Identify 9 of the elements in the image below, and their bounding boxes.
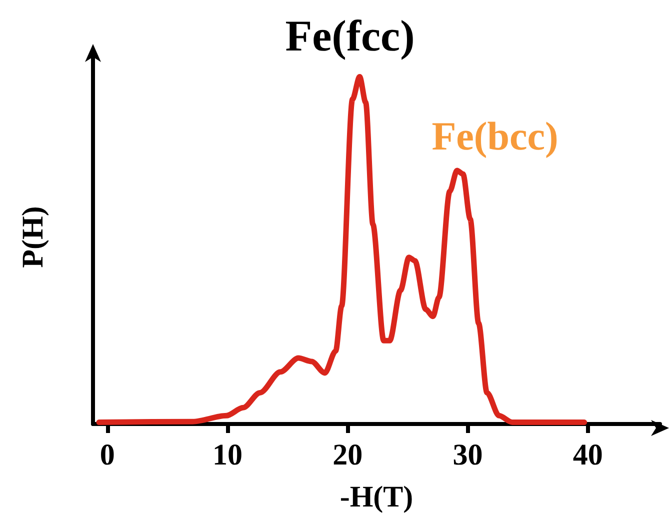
x-tick-label: 0 (100, 438, 115, 472)
text: Fe(fcc) (285, 12, 415, 60)
x-axis-title: -H(T) (340, 480, 414, 514)
x-tick-label: 20 (332, 438, 363, 472)
y-axis-title: P(H) (16, 206, 50, 268)
x-tick-label: 10 (212, 438, 243, 472)
x-tick-label: 30 (452, 438, 483, 472)
x-tick-label: 40 (572, 438, 603, 472)
annotation: Fe(bcc) (432, 114, 558, 158)
